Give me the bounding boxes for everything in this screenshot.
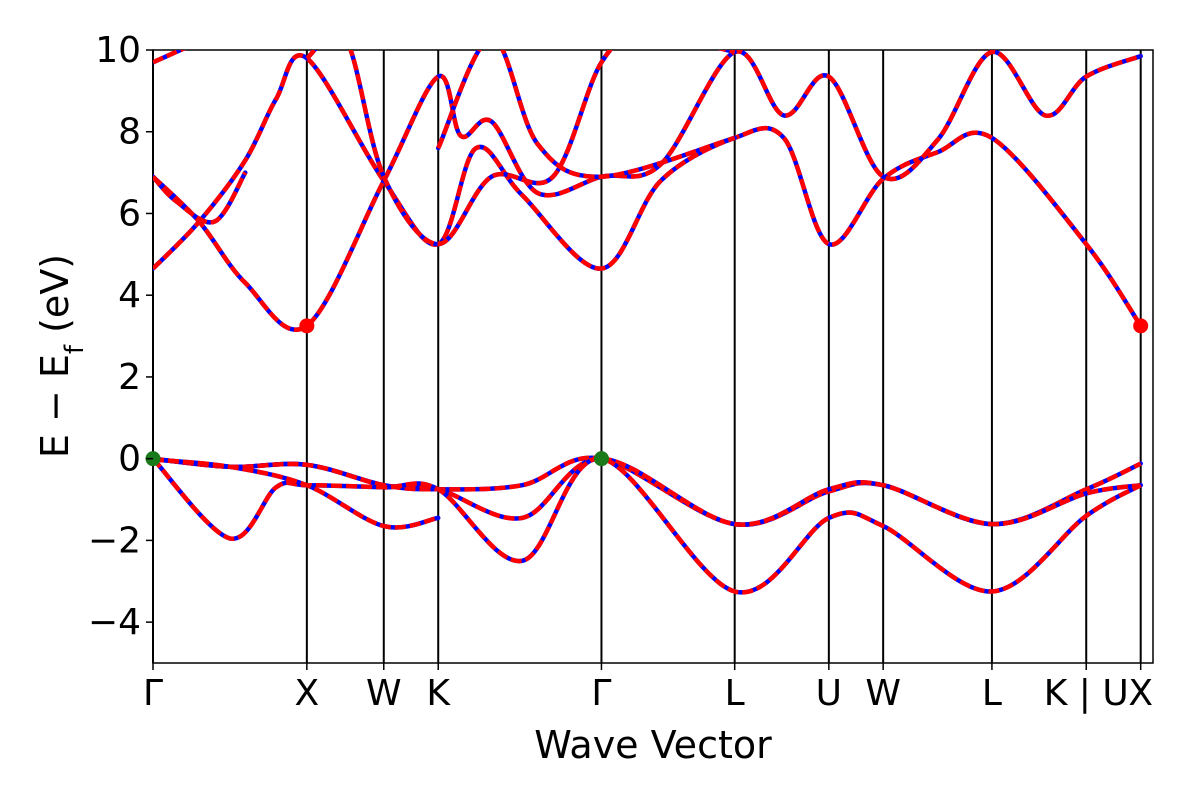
x-tick-label: Γ [143,673,163,714]
band-line-overlay [153,457,441,530]
band-line-overlay [153,50,187,65]
vbm-marker [593,451,609,467]
band-line [436,50,736,179]
extrema-markers [145,318,1149,467]
cbm-marker [1133,318,1149,334]
band-line [153,50,1142,332]
y-tick-label: 0 [118,439,141,480]
x-tick-label: L [725,673,745,714]
x-tick-label: W [865,673,901,714]
plot-frame [152,49,1154,664]
y-tick-label: −2 [88,520,141,561]
y-axis-ticks: −4 −2 0 2 4 6 8 10 [88,30,153,643]
cbm-marker [299,318,315,334]
x-tick-label: W [366,673,402,714]
plot-border [152,49,1154,664]
x-tick-label: L [982,673,1002,714]
band-line [305,50,736,247]
y-tick-label: 2 [118,357,141,398]
x-tick-label: Γ [591,673,611,714]
y-tick-label: 8 [118,112,141,153]
band-line [153,457,439,530]
x-tick-label: K [426,673,451,714]
x-tick-label: X [1128,673,1153,714]
x-axis-label: Wave Vector [534,723,772,767]
band-lines [153,50,1143,595]
y-tick-label: −4 [88,602,141,643]
y-tick-label: 4 [118,275,141,316]
y-tick-label: 6 [118,193,141,234]
x-tick-label: K | U [1044,673,1129,714]
high-symmetry-lines [152,50,1142,663]
band-line [153,456,1142,595]
band-line [153,171,248,225]
band-line [153,456,1142,527]
band-line [153,53,1143,328]
x-tick-label: X [295,673,320,714]
y-axis-label: E − Ef (eV) [33,254,90,458]
y-tick-label: 10 [95,30,141,71]
x-tick-label: U [816,673,842,714]
